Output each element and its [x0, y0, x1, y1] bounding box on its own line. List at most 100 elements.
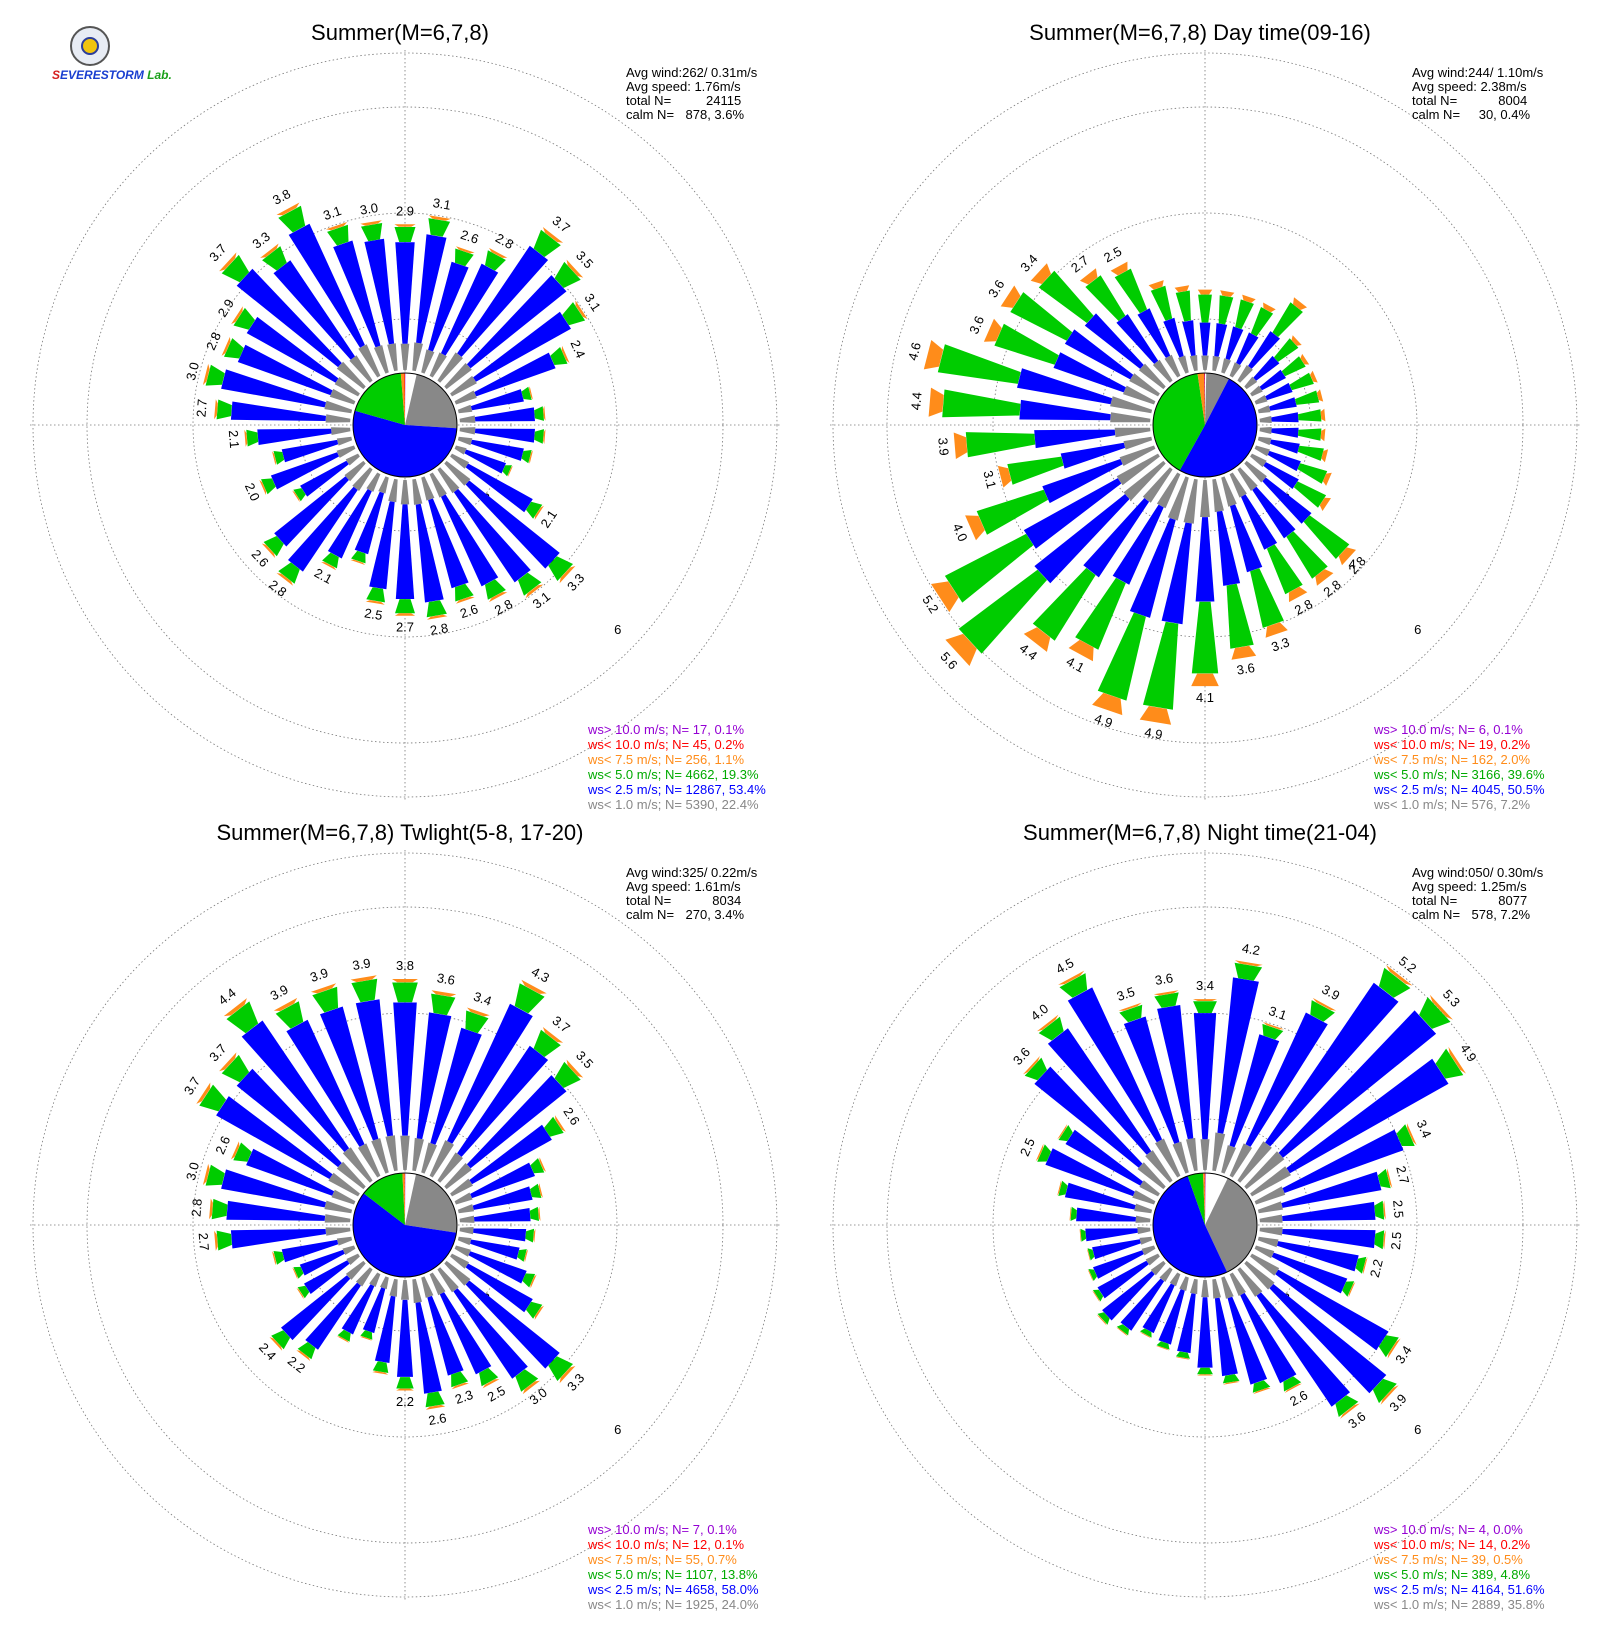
rose-bar-segment — [454, 445, 467, 455]
rose-bar-segment — [1419, 997, 1451, 1029]
rose-bar-segment — [397, 1299, 413, 1377]
bar-value-label: 5.2 — [1396, 953, 1419, 976]
ring-label: 6 — [614, 1422, 621, 1437]
rose-bar-segment — [1221, 1145, 1237, 1174]
bar-value-label: 2.7 — [196, 1232, 212, 1251]
rose-bar-segment — [1221, 358, 1231, 374]
rose-bar-segment — [1058, 1125, 1073, 1142]
bar-value-label: 4.1 — [1196, 690, 1214, 705]
rose-bar-segment — [412, 1278, 422, 1304]
rose-bar-segment — [489, 247, 508, 258]
rose-bar-segment — [1221, 476, 1237, 507]
rose-bar-segment — [1197, 1367, 1213, 1375]
rose-bar-segment — [221, 1169, 326, 1208]
rose-bar-segment — [550, 347, 568, 365]
rose-bar-segment — [468, 1251, 527, 1284]
rose-bar-segment — [320, 1006, 379, 1141]
rose-bar-segment — [1222, 1374, 1240, 1384]
rose-bar-segment — [326, 222, 348, 231]
pie-slice — [1197, 373, 1205, 425]
rose-bar-segment — [1102, 1271, 1155, 1321]
rose-bar-segment — [328, 1172, 360, 1197]
rose-bar-segment — [400, 480, 410, 505]
rose-bar-segment — [1182, 320, 1196, 356]
rose-bar-segment — [364, 238, 395, 345]
outer-ring — [32, 52, 778, 798]
rose-bar-segment — [1114, 427, 1151, 438]
rose-bar-segment — [211, 1198, 228, 1220]
pie-slice — [405, 1173, 416, 1225]
rose-bar-segment — [351, 550, 366, 564]
rose-bar-segment — [444, 363, 472, 390]
rose-bar-segment — [538, 1206, 541, 1221]
rose-bar-segment — [1110, 412, 1151, 423]
total-value: 8077 — [1498, 893, 1528, 908]
bar-value-label: 3.4 — [1017, 251, 1040, 274]
rose-bar-segment — [466, 275, 567, 369]
rose-bar-segment — [1093, 1250, 1144, 1279]
rose-bar-segment — [366, 472, 381, 492]
rose-bar-segment — [1150, 1260, 1166, 1276]
rose-bar-segment — [1263, 462, 1299, 489]
rose-bar-segment — [261, 478, 276, 495]
rose-bar-segment — [278, 562, 300, 584]
bar-value-label: 4.4 — [908, 391, 924, 410]
rose-bar-segment — [1000, 285, 1021, 308]
rose-bar-segment — [1227, 1296, 1268, 1385]
rose-bar-segment — [1250, 1166, 1291, 1197]
rose-bar-segment — [429, 1140, 454, 1178]
rose-bar-segment — [1163, 317, 1184, 358]
wind-rose-chart: 2463.83.63.44.33.73.52.63.33.02.52.32.62… — [30, 850, 780, 1600]
rose-bar-segment — [1429, 994, 1453, 1020]
rose-bar-segment — [1241, 494, 1278, 550]
rose-bar-segment — [454, 1245, 471, 1257]
legend-entry: ws< 10.0 m/s; N= 14, 0.2% — [1374, 1537, 1531, 1552]
rose-bar-segment — [276, 202, 300, 216]
rose-bar-segment — [1281, 356, 1306, 377]
rose-bar-segment — [342, 1147, 373, 1183]
range-ring — [992, 1012, 1418, 1438]
bar-value-label: 2.6 — [427, 1410, 447, 1428]
rose-bar-segment — [1300, 353, 1310, 365]
rose-bar-segment — [1383, 1230, 1386, 1250]
rose-bar-segment — [1064, 1182, 1136, 1210]
rose-bar-segment — [953, 432, 968, 459]
bar-value-label: 3.6 — [1236, 660, 1256, 678]
rose-bar-segment — [1097, 1260, 1149, 1299]
rose-bar-segment — [1083, 498, 1150, 578]
rose-bar-segment — [1068, 639, 1094, 662]
rose-bar-segment — [1080, 1228, 1087, 1242]
rose-bar-segment — [559, 566, 576, 584]
rose-bar-segment — [1135, 1215, 1151, 1223]
rose-bar-segment — [1335, 1395, 1359, 1417]
rose-bar-segment — [1235, 299, 1254, 330]
rose-bar-segment — [437, 1267, 459, 1293]
rose-bar-segment — [1234, 960, 1263, 967]
rose-bar-segment — [457, 1045, 549, 1157]
rose-bar-segment — [327, 224, 349, 246]
rose-bar-segment — [455, 248, 474, 267]
legend: ws> 10.0 m/s; N= 4, 0.0% ws< 10.0 m/s; N=… — [1374, 1522, 1545, 1612]
rose-bar-segment — [976, 489, 1049, 535]
pie-slice — [400, 373, 405, 425]
rose-bar-segment — [542, 227, 564, 243]
chart-title: Summer(M=6,7,8) Day time(09-16) — [1029, 20, 1371, 45]
rose-bar-segment — [1257, 436, 1272, 446]
rose-bar-segment — [1277, 1241, 1359, 1272]
stats-box: Avg wind:050/ 0.30m/s Avg speed: 1.25m/s… — [1412, 866, 1543, 922]
rose-bar-segment — [1245, 1012, 1328, 1147]
rose-bar-segment — [1267, 450, 1301, 472]
rose-bar-segment — [394, 227, 416, 242]
rose-bar-segment — [1156, 472, 1181, 509]
rose-bar-segment — [529, 386, 533, 400]
rose-bar-segment — [1169, 1272, 1181, 1287]
rose-bar-segment — [401, 1280, 409, 1300]
rose-bar-segment — [937, 344, 1021, 384]
bar-value-label: 5.3 — [1440, 986, 1463, 1009]
rose-bar-segment — [1271, 412, 1299, 423]
rose-bar-segment — [561, 345, 570, 363]
rose-bar-segment — [205, 364, 225, 386]
rose-bar-segment — [942, 389, 1021, 418]
avg-speed-label: Avg speed: — [626, 879, 691, 894]
rose-bar-segment — [299, 1249, 345, 1276]
